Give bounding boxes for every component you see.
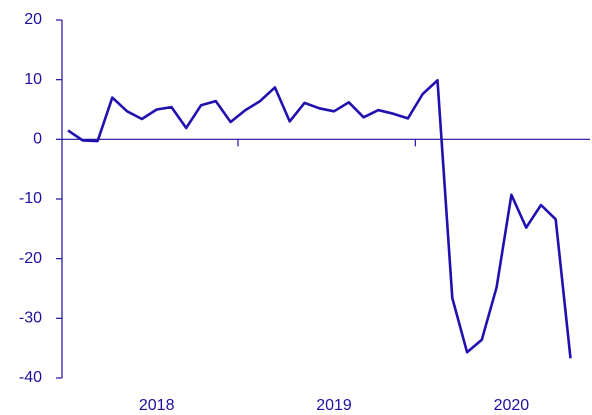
x-year-label: 2019 [316, 397, 352, 414]
y-tick-label: -20 [19, 250, 42, 267]
y-tick-label: 10 [24, 71, 42, 88]
x-year-label: 2018 [139, 397, 175, 414]
y-tick-label: -40 [19, 369, 42, 386]
y-tick-label: -30 [19, 310, 42, 327]
line-series [67, 79, 572, 359]
y-tick-label: 20 [24, 11, 42, 28]
y-tick-label: 0 [33, 131, 42, 148]
y-tick-label: -10 [19, 190, 42, 207]
x-year-label: 2020 [494, 397, 530, 414]
